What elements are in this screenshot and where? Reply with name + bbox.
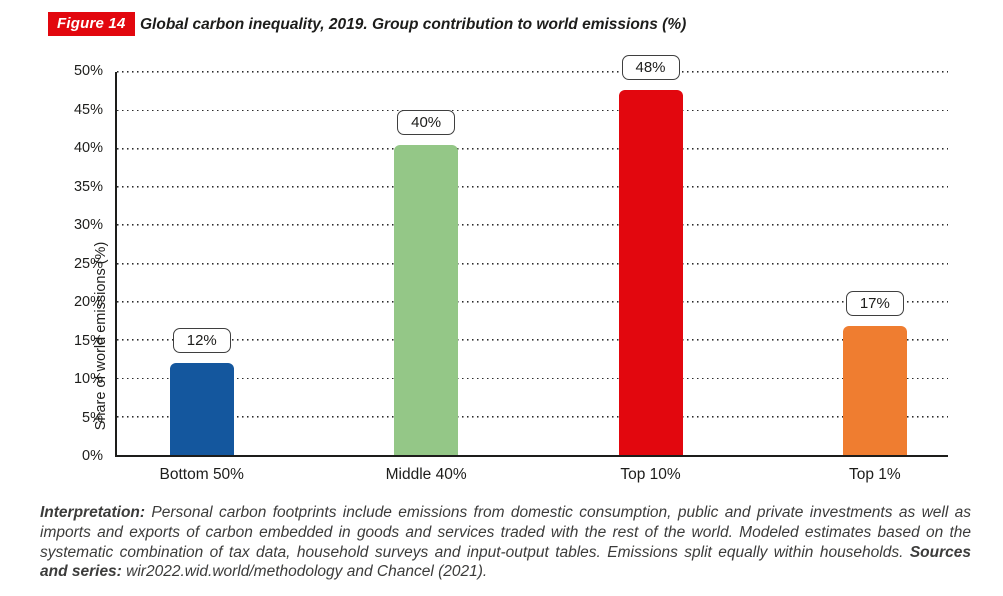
x-axis-label-bottom-50-: Bottom 50% bbox=[159, 466, 244, 483]
data-label-bottom-50-: 12% bbox=[172, 328, 231, 354]
y-tick-label-15: 15% bbox=[73, 332, 103, 349]
x-axis-label-top-1-: Top 1% bbox=[849, 466, 901, 483]
gridline-45 bbox=[117, 109, 948, 112]
y-tick-label-50: 50% bbox=[73, 63, 103, 79]
data-label-top-1-: 17% bbox=[845, 291, 904, 317]
x-axis-label-middle-40-: Middle 40% bbox=[385, 466, 467, 483]
bar-top-10-[interactable] bbox=[618, 90, 683, 455]
y-tick-label-25: 25% bbox=[73, 255, 103, 272]
y-tick-label-0: 0% bbox=[82, 448, 103, 464]
gridline-30 bbox=[117, 224, 948, 227]
bar-slot-bottom-50-: 12% Bottom 50% bbox=[137, 72, 267, 483]
gridline-20 bbox=[117, 300, 948, 303]
gridline-5 bbox=[117, 415, 948, 418]
data-label-top-10-: 48% bbox=[621, 55, 680, 81]
x-axis-label-top-10-: Top 10% bbox=[620, 466, 681, 483]
sources-text: wir2022.wid.world/methodology and Chance… bbox=[121, 563, 488, 581]
bar-bottom-50-[interactable] bbox=[169, 363, 234, 455]
gridline-10 bbox=[117, 377, 948, 380]
bar-slot-top-10-: 48% Top 10% bbox=[586, 55, 716, 483]
interpretation-note: Interpretation: Personal carbon footprin… bbox=[40, 503, 971, 582]
gridline-25 bbox=[117, 262, 948, 265]
y-tick-label-35: 35% bbox=[73, 178, 103, 195]
gridline-40 bbox=[117, 147, 948, 150]
bar-slot-top-1-: 17% Top 1% bbox=[810, 72, 940, 483]
bar-chart-plot-area: Share of world emissions (%) 12% Bottom 5… bbox=[93, 55, 948, 483]
bar-middle-40-[interactable] bbox=[394, 144, 459, 455]
sources-label: Sources and series: bbox=[40, 543, 971, 581]
figure-badge: Figure 14 bbox=[48, 12, 135, 36]
interpretation-label: Interpretation: bbox=[40, 504, 146, 521]
interpretation-text: Personal carbon footprints include emiss… bbox=[40, 504, 971, 561]
gridline-50 bbox=[117, 71, 948, 73]
data-label-middle-40-: 40% bbox=[397, 109, 456, 135]
gridline-35 bbox=[117, 185, 948, 188]
gridline-15 bbox=[117, 339, 948, 342]
y-tick-label-40: 40% bbox=[73, 140, 103, 156]
y-tick-label-5: 5% bbox=[82, 409, 103, 426]
figure-title: Global carbon inequality, 2019. Group co… bbox=[140, 16, 687, 33]
y-tick-label-10: 10% bbox=[73, 371, 103, 387]
bar-top-1-[interactable] bbox=[842, 326, 907, 455]
bar-slot-middle-40-: 40% Middle 40% bbox=[361, 72, 491, 483]
y-tick-label-30: 30% bbox=[73, 217, 103, 233]
y-tick-label-20: 20% bbox=[73, 294, 103, 310]
y-tick-label-45: 45% bbox=[73, 101, 103, 118]
